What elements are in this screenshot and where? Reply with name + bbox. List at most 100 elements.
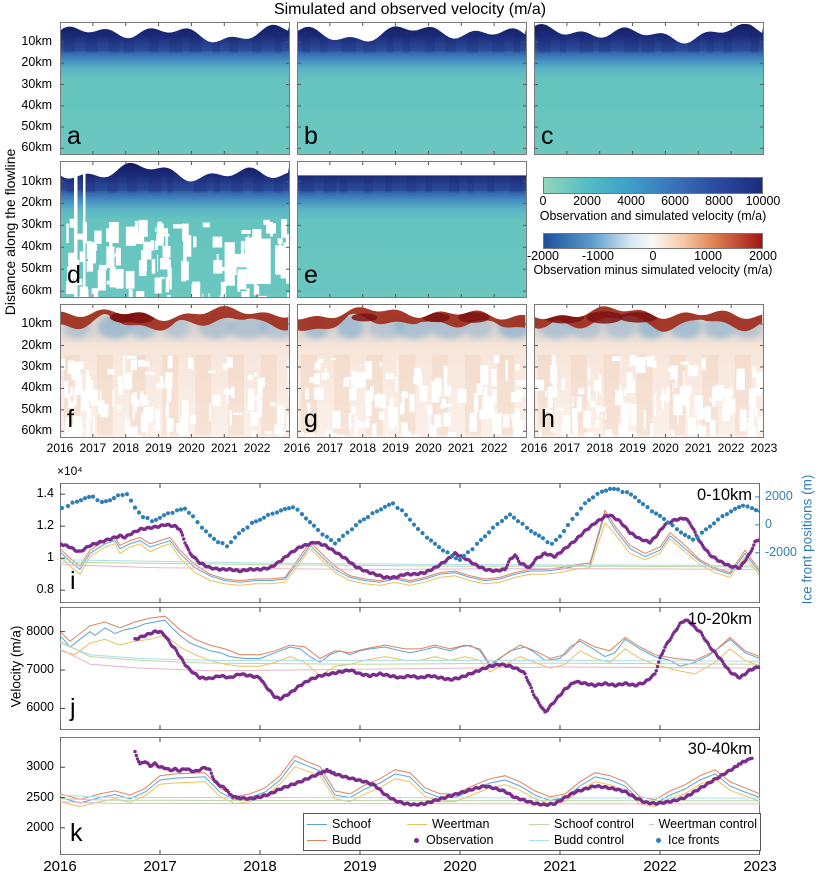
panel-letter-b: b bbox=[304, 122, 318, 150]
heatmap-panel-e bbox=[297, 161, 527, 298]
legend-item-schoof-control: Schoof control bbox=[529, 817, 649, 831]
heatmap-year-tick-label: 2018 bbox=[112, 441, 140, 455]
icefront-tick-label: 2000 bbox=[765, 488, 793, 503]
heatmap-panel-d bbox=[60, 161, 290, 298]
legend-line-swatch bbox=[407, 823, 427, 825]
legend-item-label: Schoof control bbox=[554, 817, 634, 831]
legend-item-label: Observation bbox=[426, 833, 494, 847]
km-tick-label: 40km bbox=[21, 97, 52, 112]
heatmap-year-tick-label: 2017 bbox=[316, 441, 344, 455]
heatmap-year-tick-label: 2016 bbox=[46, 441, 74, 455]
heatmap-year-tick-label: 2016 bbox=[520, 441, 548, 455]
y-tick-label: 3000 bbox=[26, 759, 54, 774]
legend-item-observation: Observation bbox=[407, 833, 529, 847]
heatmap-year-tick-label: 2022 bbox=[480, 441, 508, 455]
figure-title: Simulated and observed velocity (m/a) bbox=[273, 1, 547, 18]
y-tick-label: 1.4 bbox=[36, 486, 54, 501]
panel-letter-e: e bbox=[304, 261, 318, 289]
colorbar-velocity-tick: 2000 bbox=[573, 194, 601, 208]
icefront-tick-label: 0 bbox=[765, 516, 772, 531]
km-tick-label: 60km bbox=[21, 423, 52, 438]
legend: Schoof Weertman Schoof control Weertman con… bbox=[303, 813, 761, 851]
y-tick-label: 7000 bbox=[26, 662, 54, 677]
y-tick-label: 0.8 bbox=[36, 582, 54, 597]
timeseries-panel-j bbox=[60, 607, 760, 730]
y-tick-label: 8000 bbox=[26, 623, 54, 638]
km-tick-label: 40km bbox=[21, 380, 52, 395]
legend-item-weertman: Weertman bbox=[407, 817, 529, 831]
km-tick-label: 10km bbox=[21, 316, 52, 331]
heatmap-year-tick-label: 2023 bbox=[750, 441, 778, 455]
heatmap-year-tick-label: 2019 bbox=[145, 441, 172, 455]
panel-letter-f: f bbox=[67, 405, 74, 433]
km-tick-label: 20km bbox=[21, 337, 52, 352]
km-tick-label: 50km bbox=[21, 119, 52, 134]
x-axis-year-label: 2022 bbox=[643, 858, 677, 875]
colorbar-difference-label: Observation minus simulated velocity (m/… bbox=[533, 263, 773, 277]
region-label-10-20km: 10-20km bbox=[687, 610, 752, 628]
legend-item-label: Schoof bbox=[332, 817, 371, 831]
km-tick-label: 30km bbox=[21, 358, 52, 373]
legend-item-budd-control: Budd control bbox=[529, 833, 649, 847]
km-tick-label: 10km bbox=[21, 33, 52, 48]
legend-item-label: Budd control bbox=[554, 833, 625, 847]
y-tick-label: 1 bbox=[47, 550, 54, 565]
heatmap-year-tick-label: 2017 bbox=[553, 441, 581, 455]
x-axis-year-label: 2020 bbox=[443, 858, 477, 875]
legend-line-swatch bbox=[529, 839, 549, 841]
x-axis-year-label: 2018 bbox=[243, 858, 277, 875]
legend-item-label: Budd bbox=[332, 833, 362, 847]
x-axis-year-label: 2021 bbox=[543, 858, 577, 875]
colorbar-velocity-gradient bbox=[543, 177, 763, 194]
colorbar-difference-tick: 1000 bbox=[694, 249, 722, 263]
heatmap-year-tick-label: 2018 bbox=[349, 441, 377, 455]
legend-item-label: Ice fronts bbox=[668, 833, 720, 847]
legend-item-ice-fronts: Ice fronts bbox=[649, 833, 757, 847]
km-tick-label: 30km bbox=[21, 76, 52, 91]
region-label-30-40km: 30-40km bbox=[687, 740, 752, 758]
colorbar-velocity-tick: 10000 bbox=[745, 194, 781, 208]
legend-item-schoof: Schoof bbox=[307, 817, 407, 831]
heatmap-panel-h bbox=[534, 304, 764, 438]
icefront-tick-label: -2000 bbox=[765, 544, 797, 559]
legend-line-swatch bbox=[529, 823, 549, 825]
km-tick-label: 40km bbox=[21, 239, 52, 254]
km-tick-label: 50km bbox=[21, 261, 52, 276]
heatmap-year-tick-label: 2021 bbox=[684, 441, 712, 455]
legend-item-label: Weertman control bbox=[658, 817, 757, 831]
heatmap-panel-f bbox=[60, 304, 290, 438]
icefront-axis-label: Ice front positions (m) bbox=[799, 474, 815, 605]
legend-item-budd: Budd bbox=[307, 833, 407, 847]
colorbar-difference-gradient bbox=[543, 233, 763, 249]
heatmap-year-tick-label: 2016 bbox=[283, 441, 311, 455]
heatmap-panel-c bbox=[534, 22, 764, 155]
legend-line-swatch bbox=[649, 823, 654, 825]
colorbar-velocity-tick: 8000 bbox=[705, 194, 733, 208]
heatmap-year-tick-label: 2019 bbox=[619, 441, 646, 455]
colorbar-velocity-tick: 0 bbox=[539, 194, 547, 208]
heatmap-year-tick-label: 2018 bbox=[586, 441, 614, 455]
colorbar-difference-tick: 2000 bbox=[749, 249, 777, 263]
y-tick-label: 2000 bbox=[26, 819, 54, 834]
panel-letter-j: j bbox=[70, 694, 76, 722]
x-axis-year-label: 2019 bbox=[343, 858, 377, 875]
heatmap-year-tick-label: 2019 bbox=[382, 441, 409, 455]
legend-line-swatch bbox=[307, 823, 327, 825]
x-axis-year-label: 2023 bbox=[743, 858, 777, 875]
y-tick-label: 6000 bbox=[26, 700, 54, 715]
legend-dot-swatch bbox=[656, 837, 661, 843]
x-axis-year-label: 2017 bbox=[143, 858, 177, 875]
colorbar-difference-tick: -2000 bbox=[527, 249, 559, 263]
colorbar-difference-tick: 0 bbox=[649, 249, 657, 263]
heatmap-year-tick-label: 2021 bbox=[210, 441, 238, 455]
legend-item-weertman-control: Weertman control bbox=[649, 817, 757, 831]
km-tick-label: 60km bbox=[21, 283, 52, 298]
km-tick-label: 10km bbox=[21, 173, 52, 188]
panel-letter-c: c bbox=[541, 122, 554, 150]
heatmap-year-tick-label: 2021 bbox=[447, 441, 475, 455]
km-tick-label: 30km bbox=[21, 217, 52, 232]
panel-letter-a: a bbox=[67, 122, 81, 150]
heatmap-year-tick-label: 2020 bbox=[415, 441, 442, 455]
region-label-0-10km: 0-10km bbox=[696, 486, 752, 504]
